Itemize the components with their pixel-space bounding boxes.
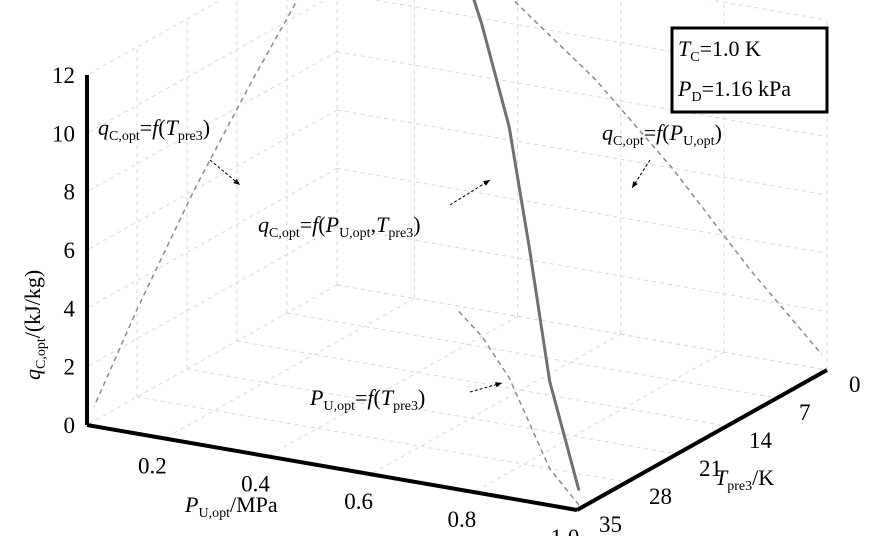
grid-line <box>186 368 678 455</box>
grid-line <box>86 0 327 134</box>
y-tick-label: 0 <box>849 372 861 397</box>
series-proj_pT <box>458 310 580 506</box>
grid-line <box>236 340 728 427</box>
grid-line <box>336 284 828 371</box>
grid-line <box>136 396 628 483</box>
arrow-qc-pu-tpre3 <box>449 179 491 206</box>
grid-line <box>336 109 828 196</box>
grid-line <box>286 312 778 399</box>
annotation-qc-pu: qC,opt=f(PU,opt) <box>602 120 722 149</box>
grid-line <box>86 284 338 426</box>
arrow-pu-tpre3-head <box>495 382 502 388</box>
y-tick-label: 14 <box>749 428 773 453</box>
arrow-qc-tpre3 <box>209 159 241 186</box>
x-tick-label: 0.8 <box>447 507 476 532</box>
grid-line <box>86 0 222 76</box>
z-tick-label: 8 <box>64 180 76 205</box>
grid-line <box>86 51 338 193</box>
series-main <box>472 0 581 491</box>
x-tick-label: 1.0 <box>551 525 580 536</box>
series-proj_qT <box>93 0 299 407</box>
y-axis-label: Tpre3/K <box>715 465 774 494</box>
info-tc: TC=1.0 K <box>678 36 761 65</box>
grid-line <box>372 0 828 79</box>
annotation-qc-pu-tpre3: qC,opt=f(PU,opt,Tpre3) <box>258 212 421 241</box>
z-tick-label: 2 <box>64 355 76 380</box>
z-axis-label: qC,opt/(kJ/kg) <box>20 270 49 380</box>
z-tick-label: 6 <box>64 238 76 263</box>
grid-line <box>336 167 828 254</box>
tick-labels: 0.2 0.4 0.6 0.8 1.0 0 7 14 21 28 35 0 2 4 6 8 10 12 <box>52 63 861 536</box>
info-pd: PD=1.16 kPa <box>677 76 791 105</box>
grid-line <box>336 226 828 313</box>
y-tick-label: 35 <box>599 512 622 536</box>
curves <box>93 0 823 506</box>
grid-line <box>86 226 338 368</box>
y-tick-label: 7 <box>799 400 811 425</box>
x-axis-label: PU,opt/MPa <box>184 492 278 521</box>
annotation-pu-tpre3: PU,opt=f(Tpre3) <box>309 385 425 414</box>
y-tick-label: 28 <box>649 484 672 509</box>
y-axis-line <box>576 368 828 512</box>
x-axis-line <box>86 423 578 512</box>
z-tick-label: 4 <box>64 296 76 321</box>
axis-labels: PU,opt/MPa Tpre3/K qC,opt/(kJ/kg) <box>20 270 774 521</box>
z-tick-label: 10 <box>52 121 75 146</box>
info-box-frame <box>670 26 829 114</box>
y-tick-label: 21 <box>699 456 722 481</box>
z-tick-label: 0 <box>64 413 76 438</box>
arrow-qc-pu-head <box>632 181 638 188</box>
x-tick-label: 0.4 <box>241 471 270 496</box>
grid-line <box>708 0 828 21</box>
annotations: qC,opt=f(Tpre3) qC,opt=f(PU,opt) qC,opt=f(… <box>98 115 722 414</box>
arrow-qc-tpre3-head <box>233 178 240 185</box>
z-tick-label: 12 <box>52 63 75 88</box>
axes <box>85 75 828 512</box>
grid-line <box>164 297 415 439</box>
grid-line <box>336 51 828 138</box>
x-tick-label: 0.2 <box>138 453 167 478</box>
x-tick-label: 0.6 <box>344 489 373 514</box>
grid-line <box>473 351 725 493</box>
info-box: TC=1.0 K PD=1.16 kPa <box>670 26 829 114</box>
arrow-qc-pu-tpre3-head <box>483 180 490 186</box>
annotation-qc-tpre3: qC,opt=f(Tpre3) <box>98 115 210 144</box>
